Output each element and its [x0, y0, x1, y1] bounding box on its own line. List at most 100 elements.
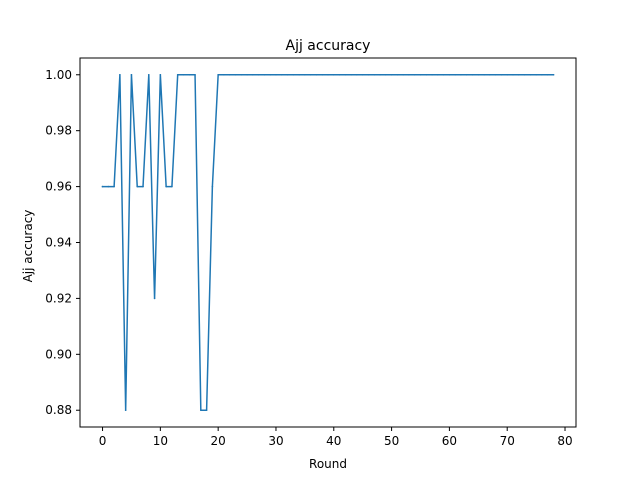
x-tick-label: 80 — [557, 434, 572, 448]
data-point — [483, 73, 485, 76]
data-point — [257, 73, 260, 76]
data-point — [506, 73, 509, 76]
data-point — [396, 73, 399, 76]
x-axis-ticks: 0 10 20 30 40 50 60 70 80 — [99, 427, 573, 448]
y-tick-label: 0.88 — [45, 403, 72, 417]
data-point — [535, 73, 537, 76]
data-point — [159, 73, 162, 76]
data-point — [147, 73, 150, 76]
data-point — [523, 73, 526, 76]
data-point — [344, 73, 347, 76]
data-point — [529, 73, 532, 76]
data-point — [408, 73, 410, 76]
x-axis-label: Round — [309, 457, 347, 471]
data-point — [332, 73, 335, 76]
data-point — [188, 73, 191, 76]
data-point — [442, 73, 445, 76]
data-point — [142, 185, 144, 188]
data-point — [437, 73, 439, 76]
plot-frame — [79, 57, 577, 428]
x-tick-label: 30 — [268, 434, 283, 448]
data-point — [425, 73, 428, 76]
data-point — [252, 73, 254, 76]
data-point — [292, 73, 295, 76]
data-point — [275, 73, 277, 76]
data-point — [223, 73, 225, 76]
data-point — [298, 73, 300, 76]
data-point — [136, 185, 139, 188]
data-point — [350, 73, 352, 76]
data-point — [304, 73, 306, 76]
data-point — [517, 73, 520, 76]
data-point — [373, 73, 376, 76]
y-tick-label: 1.00 — [45, 68, 72, 82]
data-point — [546, 73, 549, 76]
data-point — [367, 73, 370, 76]
y-tick-label: 0.94 — [45, 236, 72, 250]
data-point — [194, 73, 196, 76]
data-point — [182, 73, 185, 76]
data-point — [246, 73, 248, 76]
data-point — [454, 73, 456, 76]
data-point — [552, 73, 555, 76]
data-point — [240, 73, 243, 76]
data-point — [234, 73, 237, 76]
data-point — [205, 409, 208, 412]
data-point — [309, 73, 312, 76]
data-point — [269, 73, 271, 76]
data-point — [286, 73, 289, 76]
data-point — [541, 73, 543, 76]
x-tick-label: 10 — [153, 434, 168, 448]
x-tick-label: 50 — [384, 434, 399, 448]
data-point — [113, 185, 115, 188]
data-point — [153, 297, 156, 300]
data-point — [390, 73, 393, 76]
data-point — [124, 409, 127, 412]
data-point — [356, 73, 358, 76]
data-point — [263, 73, 266, 76]
data-point — [171, 185, 173, 188]
data-point — [379, 73, 381, 76]
data-point — [489, 73, 491, 76]
data-point — [494, 73, 497, 76]
data-point — [413, 73, 416, 76]
data-point — [338, 73, 341, 76]
data-point — [361, 73, 364, 76]
data-point — [315, 73, 318, 76]
data-point — [465, 73, 468, 76]
data-point — [460, 73, 462, 76]
x-tick-label: 40 — [326, 434, 341, 448]
y-tick-label: 0.90 — [45, 347, 72, 361]
data-point — [500, 73, 503, 76]
data-point — [217, 73, 219, 76]
data-point — [477, 73, 480, 76]
data-point — [327, 73, 329, 76]
data-point — [200, 409, 202, 412]
x-tick-label: 0 — [99, 434, 107, 448]
data-point — [431, 73, 433, 76]
data-point — [419, 73, 422, 76]
data-point — [211, 185, 214, 188]
data-point — [228, 73, 231, 76]
data-point — [321, 73, 324, 76]
data-point — [101, 185, 104, 188]
series-layer — [101, 73, 555, 412]
data-point — [512, 73, 514, 76]
data-point — [165, 185, 167, 188]
data-point — [448, 73, 451, 76]
x-tick-label: 60 — [442, 434, 457, 448]
data-point — [280, 73, 283, 76]
data-point — [402, 73, 404, 76]
data-point — [471, 73, 474, 76]
y-axis-label: Ajj accuracy — [21, 210, 35, 283]
y-tick-label: 0.92 — [45, 291, 72, 305]
data-point — [107, 185, 110, 188]
y-tick-label: 0.96 — [45, 180, 72, 194]
chart-title: Ajj accuracy — [286, 38, 371, 54]
data-point — [130, 73, 133, 76]
y-tick-label: 0.98 — [45, 124, 72, 138]
data-point — [176, 73, 179, 76]
